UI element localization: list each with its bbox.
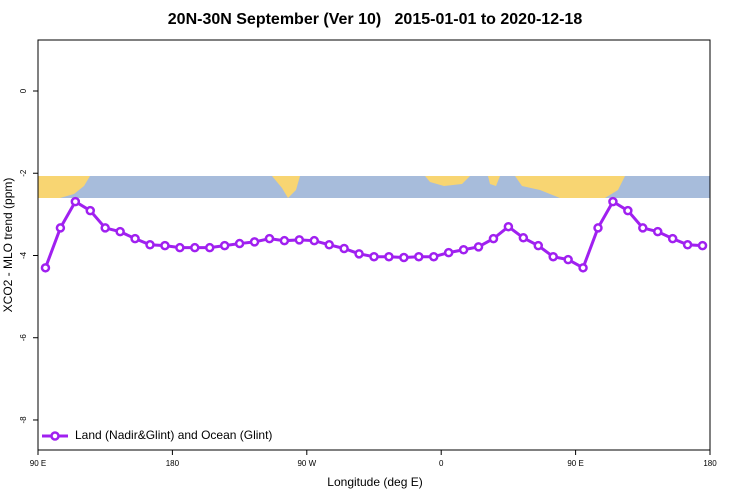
x-tick-label: 180 xyxy=(703,459,717,468)
point xyxy=(339,243,349,254)
point xyxy=(623,205,633,216)
point xyxy=(533,240,544,251)
legend-label: Land (Nadir&Glint) and Ocean (Glint) xyxy=(75,428,272,442)
land xyxy=(425,176,470,186)
point xyxy=(40,263,51,273)
point xyxy=(100,223,110,233)
y-tick-label: -4 xyxy=(19,251,28,259)
point xyxy=(667,233,678,244)
y-axis-label: XCO2 - MLO trend (ppm) xyxy=(1,178,15,313)
point xyxy=(473,242,484,252)
y-tick-label: -2 xyxy=(19,169,28,177)
x-tick-label: 180 xyxy=(166,459,180,468)
chart-title: 20N-30N September (Ver 10) 2015-01-01 to… xyxy=(168,11,583,28)
point xyxy=(249,237,260,247)
point xyxy=(399,252,409,263)
point xyxy=(384,251,394,262)
point xyxy=(503,221,514,232)
land xyxy=(515,176,625,198)
point xyxy=(354,249,364,259)
point xyxy=(70,196,81,207)
point xyxy=(548,251,558,262)
x-axis-label: Longitude (deg E) xyxy=(327,475,422,489)
point xyxy=(279,235,290,246)
point xyxy=(309,235,320,246)
point xyxy=(190,242,200,253)
y-tick-label: -8 xyxy=(19,416,28,424)
x-tick-label: 90 W xyxy=(297,459,316,468)
x-tick-label: 90 E xyxy=(567,459,583,468)
point xyxy=(115,226,125,237)
point xyxy=(414,251,424,262)
land xyxy=(272,176,300,198)
point xyxy=(130,233,140,244)
point xyxy=(219,240,230,251)
y-tick-label: 0 xyxy=(19,88,28,93)
x-tick-label: 90 E xyxy=(30,459,46,468)
point xyxy=(294,235,305,245)
point xyxy=(443,247,454,258)
point xyxy=(175,242,185,253)
point xyxy=(160,240,170,251)
x-tick-label: 0 xyxy=(439,459,444,468)
y-tick-label: -6 xyxy=(19,334,28,342)
point xyxy=(85,205,96,216)
legend-marker xyxy=(50,431,60,441)
point xyxy=(638,223,648,233)
point xyxy=(652,226,663,237)
point xyxy=(204,242,215,253)
point xyxy=(324,240,334,250)
point xyxy=(55,223,66,233)
plot-frame xyxy=(37,39,711,451)
point xyxy=(145,240,155,250)
point xyxy=(578,263,588,273)
point xyxy=(488,233,499,244)
point xyxy=(682,240,693,250)
point xyxy=(234,238,245,249)
point xyxy=(563,254,573,265)
land xyxy=(488,176,500,186)
point xyxy=(264,233,275,244)
point xyxy=(593,223,603,233)
point xyxy=(369,251,379,262)
point xyxy=(458,244,469,255)
map-band xyxy=(38,176,710,198)
point xyxy=(608,196,618,207)
land xyxy=(38,176,90,198)
point xyxy=(697,240,708,251)
point xyxy=(518,233,529,243)
point xyxy=(428,251,439,262)
